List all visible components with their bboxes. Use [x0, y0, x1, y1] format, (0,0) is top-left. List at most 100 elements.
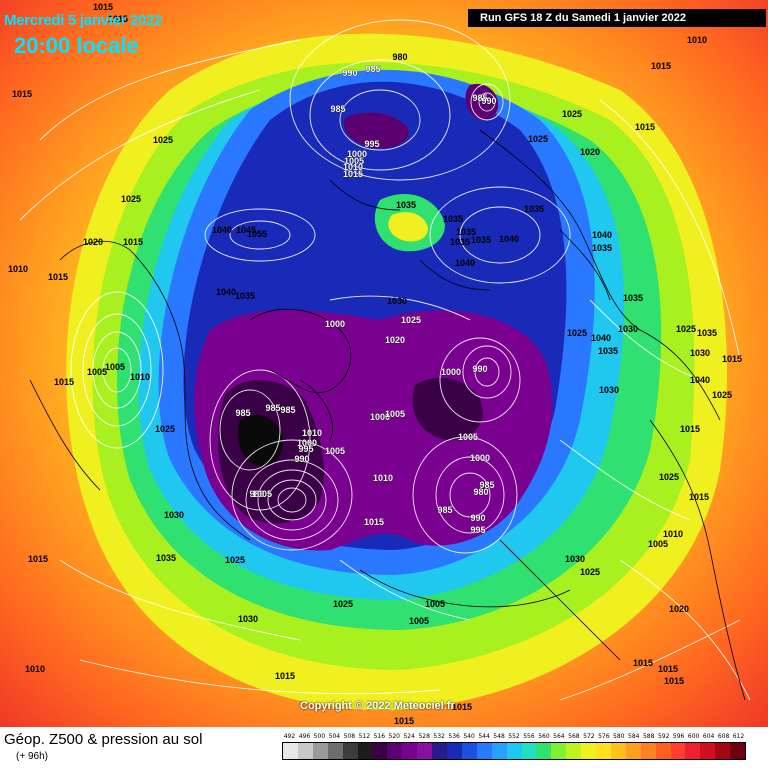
legend-swatch	[610, 743, 626, 759]
legend-label: 560	[538, 733, 550, 740]
isobar-value-label: 985	[265, 403, 280, 413]
isobar-value-label: 1035	[524, 204, 544, 214]
legend-label: 504	[328, 733, 341, 740]
isobar-value-label: 1025	[225, 555, 245, 565]
isobar-value-label: 980	[392, 52, 407, 62]
geopotential-map: 1015 1015 1015 1025 1025 1020 1015 1010 1015 1015…	[0, 0, 768, 727]
isobar-value-label: 1005	[252, 489, 272, 499]
legend-label: 568	[568, 733, 580, 740]
legend-swatch	[536, 743, 552, 759]
isobar-value-label: 990	[481, 96, 496, 106]
legend-label: 592	[657, 733, 670, 740]
isobar-value-label: 990	[294, 454, 309, 464]
legend-swatch	[312, 743, 328, 759]
legend-label: 596	[672, 733, 685, 740]
isobar-value-label: 1015	[12, 89, 32, 99]
isobar-value-label: 1020	[580, 147, 600, 157]
isobar-value-label: 1030	[599, 385, 619, 395]
legend-label: 576	[598, 733, 610, 740]
legend-swatch	[402, 743, 418, 759]
isobar-value-label: 1040	[690, 375, 710, 385]
isobar-value-label: 1035	[396, 200, 416, 210]
isobar-value-label: 1015	[108, 14, 128, 24]
legend-swatch	[342, 743, 358, 759]
isobar-value-label: 1035	[156, 553, 176, 563]
isobar-value-label: 1015	[664, 676, 684, 686]
isobar-value-label: 1015	[635, 122, 655, 132]
legend-label: 524	[403, 733, 415, 740]
isobar-value-label: 1015	[54, 377, 74, 387]
isobar-value-label: 1015	[452, 702, 472, 712]
isobar-value-label: 1040	[591, 333, 611, 343]
isobar-value-label: 990	[470, 513, 485, 523]
isobar-value-label: 1015	[633, 658, 653, 668]
legend-swatch	[283, 743, 298, 759]
legend-label: 608	[717, 733, 730, 740]
isobar-value-label: 985	[437, 505, 452, 515]
isobar-value-label: 1010	[687, 35, 707, 45]
isobar-value-label: 1005	[385, 409, 405, 419]
isobar-value-label: 1030	[618, 324, 638, 334]
pressure-labels: 1015 1015 1015 1025 1025 1020 1015 1010 1015 1015…	[8, 2, 742, 726]
coastlines	[29, 129, 746, 701]
isobar-value-label: 1005	[87, 367, 107, 377]
legend-label: 528	[418, 733, 430, 740]
legend-swatch	[730, 743, 746, 759]
legend-swatch	[521, 743, 537, 759]
isobar-value-label: 1025	[712, 390, 732, 400]
isobar-value-label: 1025	[562, 109, 582, 119]
legend-swatch	[685, 743, 701, 759]
legend-label: 588	[642, 733, 655, 740]
legend-label: 532	[433, 733, 445, 740]
isobar-value-label: 1030	[164, 510, 184, 520]
copyright-text: Copyright © 2022 Meteociel.fr	[300, 700, 455, 712]
isobar-value-label: 1030	[690, 348, 710, 358]
field-band-black-low	[238, 415, 283, 467]
isobar-value-label: 1010	[130, 372, 150, 382]
legend-label: 564	[553, 733, 565, 740]
isobar-value-label: 980	[473, 487, 488, 497]
isobar-value-label: 1000	[297, 438, 317, 448]
isobar-value-label: 1005	[325, 446, 345, 456]
legend-swatch	[327, 743, 343, 759]
isobar-value-label: 1015	[651, 61, 671, 71]
isobar-value-label: 1025	[659, 472, 679, 482]
isobar-value-label: 1025	[401, 315, 421, 325]
isobar-value-label: 1015	[123, 237, 143, 247]
legend-swatch	[506, 743, 522, 759]
legend-label: 492	[283, 733, 296, 740]
isobar-value-label: 1025	[153, 135, 173, 145]
isobar-value-label: 1030	[238, 614, 258, 624]
isobar-value-label: 1010	[663, 529, 683, 539]
legend-label: 584	[628, 733, 640, 740]
isobar-value-label: 1035	[450, 237, 470, 247]
isobar-value-label: 1010	[302, 428, 322, 438]
legend-label: 556	[523, 733, 535, 740]
isobar-value-label: 1010	[8, 264, 28, 274]
isobar-value-label: 1025	[121, 194, 141, 204]
isobar-value-label: 985	[235, 408, 250, 418]
legend-label: 552	[508, 733, 520, 740]
isobar-value-label: 1005	[105, 362, 125, 372]
isobar-value-label: 995	[298, 444, 313, 454]
legend-swatch	[625, 743, 641, 759]
legend-label: 536	[448, 733, 460, 740]
legend-swatch	[491, 743, 507, 759]
legend-label: 544	[478, 733, 490, 740]
legend-label: 520	[388, 733, 400, 740]
legend-label: 516	[373, 733, 386, 740]
isobar-value-label: 985	[479, 480, 494, 490]
isobar-value-label: 1015	[658, 664, 678, 674]
legend-swatch	[596, 743, 611, 759]
legend-swatch	[417, 743, 433, 759]
legend-label: 612	[732, 733, 745, 740]
legend-label: 572	[583, 733, 595, 740]
legend-label: 496	[298, 733, 311, 740]
isobar-value-label: 1025	[580, 567, 600, 577]
isobars	[19, 19, 751, 701]
isobar-value-label: 995	[470, 525, 485, 535]
legend-swatch	[461, 743, 477, 759]
isobar-value-label: 1025	[676, 324, 696, 334]
isobar-value-label: 1000	[441, 367, 461, 377]
